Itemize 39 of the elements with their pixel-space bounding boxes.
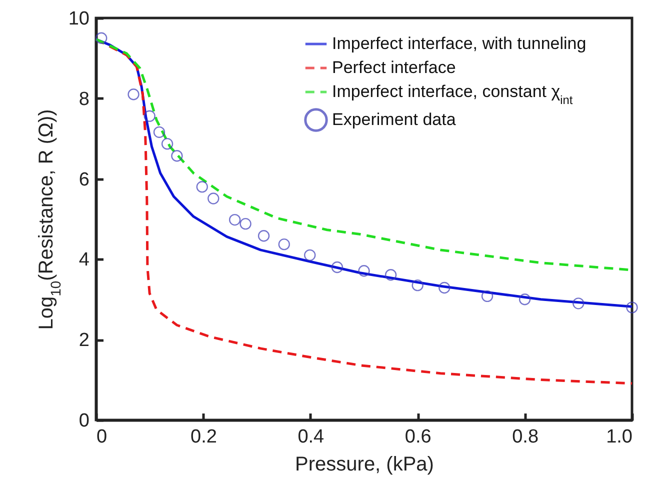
x-tick-label: 0.8: [512, 426, 539, 448]
point: [572, 298, 584, 310]
point: [626, 302, 638, 314]
point: [304, 249, 316, 262]
point: [518, 294, 531, 306]
legend-label: Imperfect interface, constant χ$_{int}$: [332, 82, 574, 107]
y-tick-label: 8: [78, 88, 90, 110]
legend-label: Perfect interface: [332, 58, 456, 77]
point: [161, 138, 174, 150]
point: [331, 261, 344, 274]
point: [412, 279, 424, 292]
point: [438, 282, 450, 294]
y-tick-label: 10: [68, 8, 90, 30]
point: [258, 230, 270, 242]
x-axis-title: Pressure, (kPa): [295, 454, 434, 476]
point: [128, 88, 140, 100]
point: [384, 269, 397, 281]
point: [240, 218, 252, 230]
point: [278, 238, 290, 250]
x-tick-label: 0.6: [404, 426, 432, 448]
y-tick-label: 4: [78, 250, 90, 271]
x-tick-label: 0.4: [298, 426, 325, 448]
y-tick-label: 0: [78, 410, 90, 432]
y-tick-label: 6: [78, 169, 90, 190]
point: [228, 214, 241, 226]
point: [96, 32, 108, 44]
point: [144, 110, 156, 122]
point: [358, 265, 370, 277]
x-tick-label: 1.0: [606, 426, 632, 448]
legend-label: Experiment data: [332, 110, 456, 129]
x-tick-label: 0.2: [190, 426, 217, 448]
point: [208, 192, 220, 204]
y-tick-label: 2: [78, 330, 90, 352]
point: [171, 150, 183, 162]
x-tick-label: 0: [96, 426, 108, 448]
point: [153, 126, 166, 138]
point: [481, 290, 494, 302]
point: [196, 181, 208, 193]
legend-label: Imperfect interface, with tunneling: [332, 34, 586, 53]
